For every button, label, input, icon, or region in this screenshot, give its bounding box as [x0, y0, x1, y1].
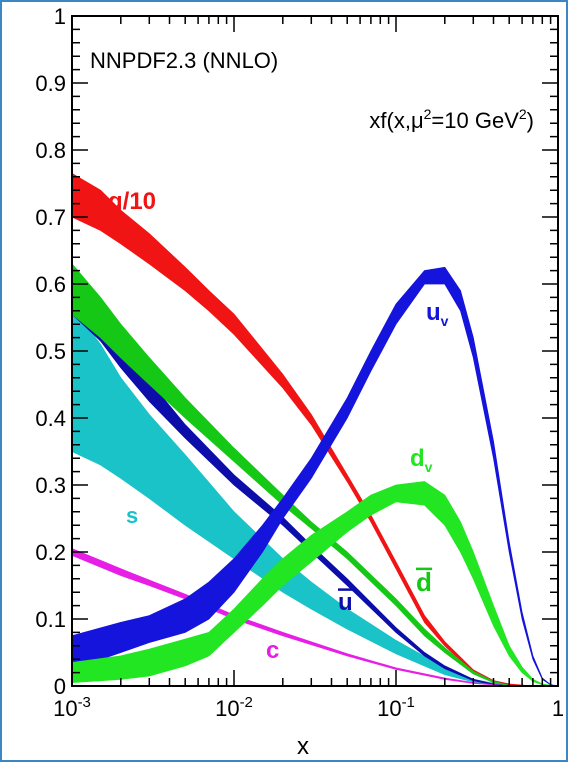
series-label-g-10: g/10	[108, 188, 156, 215]
y-tick-label: 0.5	[35, 339, 66, 364]
series-label-c: c	[266, 637, 279, 664]
y-tick-label: 0.4	[35, 406, 66, 431]
x-tick-label: 10-3	[53, 694, 91, 721]
x-axis-label: x	[297, 733, 309, 760]
y-tick-label: 0	[54, 674, 66, 699]
series-label-dbar: d	[416, 567, 432, 597]
axis-ticks	[71, 15, 558, 687]
band-dbar	[71, 262, 510, 686]
y-tick-label: 0.8	[35, 138, 66, 163]
series-label-s: s	[126, 503, 138, 528]
series-label-u-v: uv	[426, 299, 449, 329]
x-tick-label: 1	[552, 696, 564, 721]
y-tick-label: 0.9	[35, 71, 66, 96]
labels-group: 0 0.1 0.2 0.3 0.4 0.5 0.6 0.7 0.8 0.9 1 10-3 10-2 10-…	[35, 4, 564, 760]
series-label-d-v: dv	[410, 445, 433, 475]
series-label-ubar: u	[338, 589, 353, 616]
y-tick-label: 0.1	[35, 607, 66, 632]
chart-subtitle: xf(x,μ2=10 GeV2)	[369, 106, 534, 133]
bands-group	[71, 172, 559, 687]
y-tick-label: 1	[54, 4, 66, 29]
chart-title: NNPDF2.3 (NNLO)	[90, 48, 278, 73]
y-tick-label: 0.2	[35, 540, 66, 565]
y-tick-label: 0.7	[35, 205, 66, 230]
x-tick-label: 10-2	[215, 694, 253, 721]
y-tick-label: 0.3	[35, 473, 66, 498]
x-tick-label: 10-1	[377, 694, 415, 721]
ticks-group	[71, 15, 558, 687]
y-tick-label: 0.6	[35, 272, 66, 297]
